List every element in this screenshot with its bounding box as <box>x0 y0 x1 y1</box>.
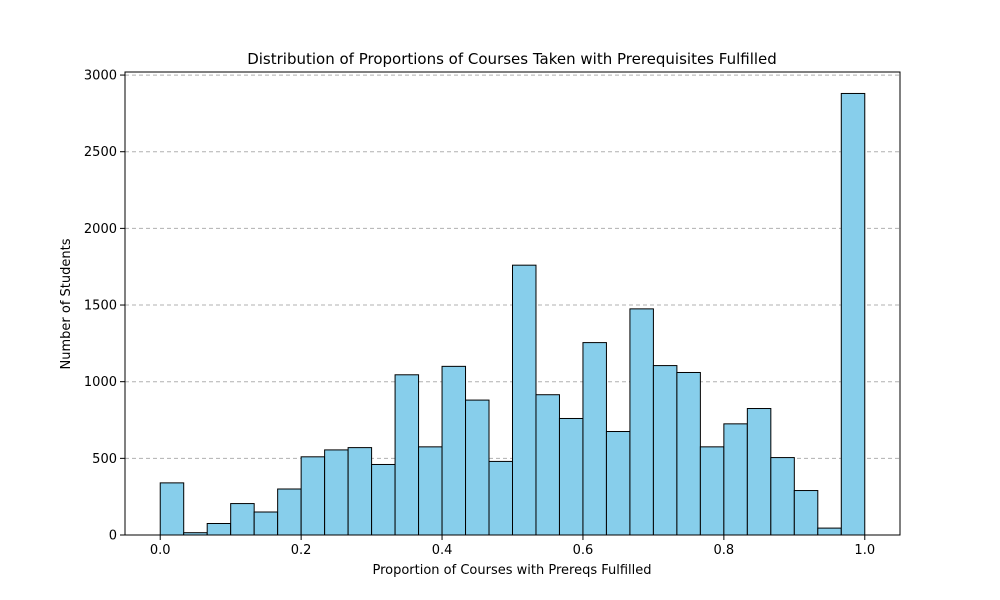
y-tick-label: 0 <box>109 529 117 544</box>
histogram-bar <box>441 365 467 536</box>
histogram-bar <box>512 264 537 536</box>
y-tick-label: 500 <box>92 452 117 467</box>
x-axis: 0.0 0.2 0.4 0.6 0.8 1.0 <box>150 535 875 558</box>
histogram-bar <box>699 446 725 536</box>
histogram-bar <box>347 447 373 536</box>
histogram-bar <box>582 342 607 536</box>
x-axis-label: Proportion of Courses with Prereqs Fulfi… <box>372 563 651 578</box>
histogram-bar <box>253 511 279 536</box>
histogram-bar <box>770 457 795 536</box>
histogram-bar <box>300 456 326 536</box>
y-tick-label: 3000 <box>84 69 117 84</box>
histogram-bar <box>723 423 748 536</box>
histogram-bar <box>629 308 654 536</box>
histogram-bar <box>230 503 255 536</box>
histogram-bar <box>652 365 678 536</box>
histogram-bar <box>840 92 866 536</box>
histogram-bar <box>535 394 560 536</box>
y-tick-label: 1500 <box>84 299 117 314</box>
y-tick-label: 2000 <box>84 222 117 237</box>
histogram-bar <box>418 446 443 536</box>
x-tick-label: 0.8 <box>714 543 735 558</box>
y-tick-label: 2500 <box>84 145 117 160</box>
histogram-bar <box>277 488 302 536</box>
chart-title: Distribution of Proportions of Courses T… <box>247 50 777 68</box>
histogram-bar <box>465 399 490 536</box>
histogram-bar <box>558 417 584 536</box>
histogram-bar <box>676 371 701 536</box>
x-tick-label: 0.6 <box>573 543 594 558</box>
y-axis: 0 500 1000 1500 2000 2500 3000 <box>84 69 125 544</box>
histogram-bar <box>206 523 232 536</box>
histogram-bar <box>488 460 513 536</box>
histogram-bar <box>394 374 420 536</box>
x-tick-label: 0.4 <box>432 543 453 558</box>
x-tick-label: 0.0 <box>150 543 171 558</box>
plot-frame <box>124 71 901 536</box>
histogram-bar <box>605 431 631 536</box>
x-tick-label: 0.2 <box>291 543 312 558</box>
histogram-bar <box>817 527 842 536</box>
y-tick-label: 1000 <box>84 375 117 390</box>
histogram-bar <box>159 482 185 536</box>
bars-layer <box>159 92 866 536</box>
y-axis-label: Number of Students <box>59 238 74 369</box>
histogram-bar <box>746 408 772 536</box>
histogram-bar <box>371 463 396 536</box>
histogram-bar <box>324 449 349 536</box>
x-tick-label: 1.0 <box>854 543 875 558</box>
histogram-bar <box>793 490 819 536</box>
